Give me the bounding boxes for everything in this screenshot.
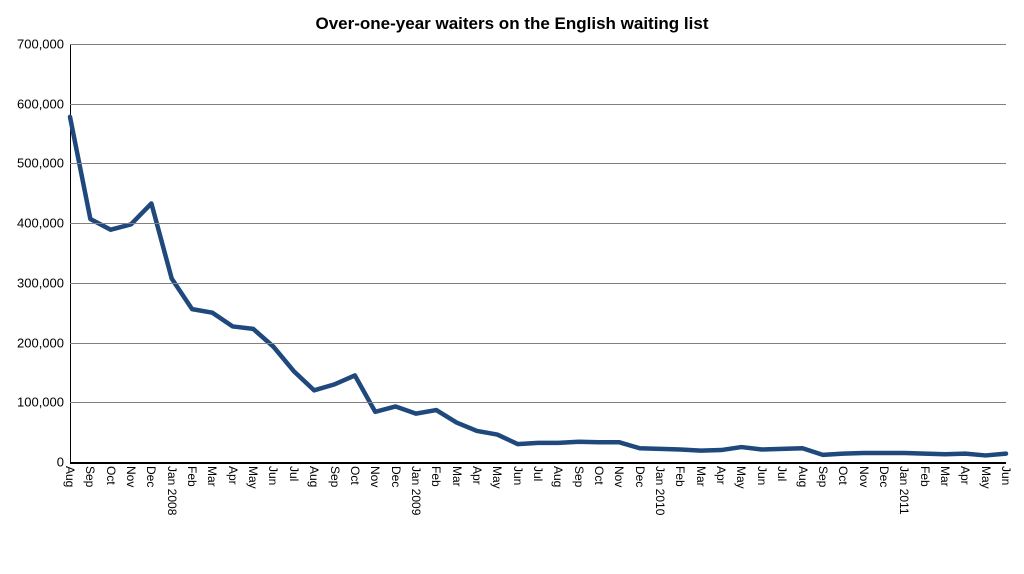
x-tick-label: Apr	[714, 466, 728, 485]
x-tick-label: Sep	[83, 466, 97, 487]
x-tick-label: Mar	[694, 466, 708, 487]
y-tick-label: 200,000	[17, 335, 64, 350]
gridline	[70, 402, 1006, 403]
gridline	[70, 343, 1006, 344]
x-tick-label: Aug	[796, 466, 810, 487]
x-tick-label: Dec	[633, 466, 647, 487]
x-tick-label: Feb	[918, 466, 932, 487]
x-tick-label: Jun	[999, 466, 1013, 485]
y-tick-label: 300,000	[17, 275, 64, 290]
gridline	[70, 44, 1006, 45]
x-tick-label: Jul	[775, 466, 789, 481]
x-tick-label: Mar	[450, 466, 464, 487]
x-tick-label: Jun	[511, 466, 525, 485]
x-tick-label: Feb	[429, 466, 443, 487]
x-tick-label: Aug	[307, 466, 321, 487]
x-tick-label: Apr	[470, 466, 484, 485]
x-tick-label: Dec	[144, 466, 158, 487]
x-tick-label: Jul	[287, 466, 301, 481]
x-tick-label: Dec	[389, 466, 403, 487]
gridline	[70, 163, 1006, 164]
y-tick-label: 700,000	[17, 37, 64, 52]
x-tick-label: Jun	[266, 466, 280, 485]
x-tick-label: Mar	[205, 466, 219, 487]
x-tick-label: Oct	[592, 466, 606, 485]
x-tick-label: Jan 2009	[409, 466, 423, 515]
x-tick-label: Apr	[226, 466, 240, 485]
x-tick-label: Nov	[612, 466, 626, 487]
x-tick-label: Jan 2008	[165, 466, 179, 515]
gridline	[70, 223, 1006, 224]
x-tick-label: Mar	[938, 466, 952, 487]
x-tick-label: Dec	[877, 466, 891, 487]
x-tick-label: Jul	[531, 466, 545, 481]
x-axis-baseline	[70, 462, 1006, 464]
x-tick-label: May	[490, 466, 504, 489]
x-tick-label: Nov	[857, 466, 871, 487]
x-tick-label: Sep	[572, 466, 586, 487]
x-tick-label: Aug	[63, 466, 77, 487]
x-tick-label: May	[246, 466, 260, 489]
x-tick-label: Jan 2011	[897, 466, 911, 515]
x-tick-label: Nov	[368, 466, 382, 487]
x-tick-label: Sep	[816, 466, 830, 487]
y-tick-label: 400,000	[17, 216, 64, 231]
x-tick-label: Aug	[551, 466, 565, 487]
chart-title: Over-one-year waiters on the English wai…	[0, 14, 1024, 34]
plot-area: 0100,000200,000300,000400,000500,000600,…	[70, 44, 1006, 462]
data-line	[70, 44, 1006, 462]
y-tick-label: 500,000	[17, 156, 64, 171]
x-tick-label: May	[979, 466, 993, 489]
x-tick-label: Oct	[836, 466, 850, 485]
x-tick-label: Apr	[958, 466, 972, 485]
y-tick-label: 600,000	[17, 96, 64, 111]
x-tick-label: May	[734, 466, 748, 489]
y-tick-label: 100,000	[17, 395, 64, 410]
x-tick-label: Oct	[348, 466, 362, 485]
x-tick-label: Jan 2010	[653, 466, 667, 515]
x-tick-label: Jun	[755, 466, 769, 485]
gridline	[70, 104, 1006, 105]
x-tick-label: Feb	[673, 466, 687, 487]
x-tick-label: Sep	[328, 466, 342, 487]
x-tick-label: Oct	[104, 466, 118, 485]
gridline	[70, 283, 1006, 284]
x-tick-label: Feb	[185, 466, 199, 487]
line-chart: Over-one-year waiters on the English wai…	[0, 0, 1024, 574]
x-tick-label: Nov	[124, 466, 138, 487]
